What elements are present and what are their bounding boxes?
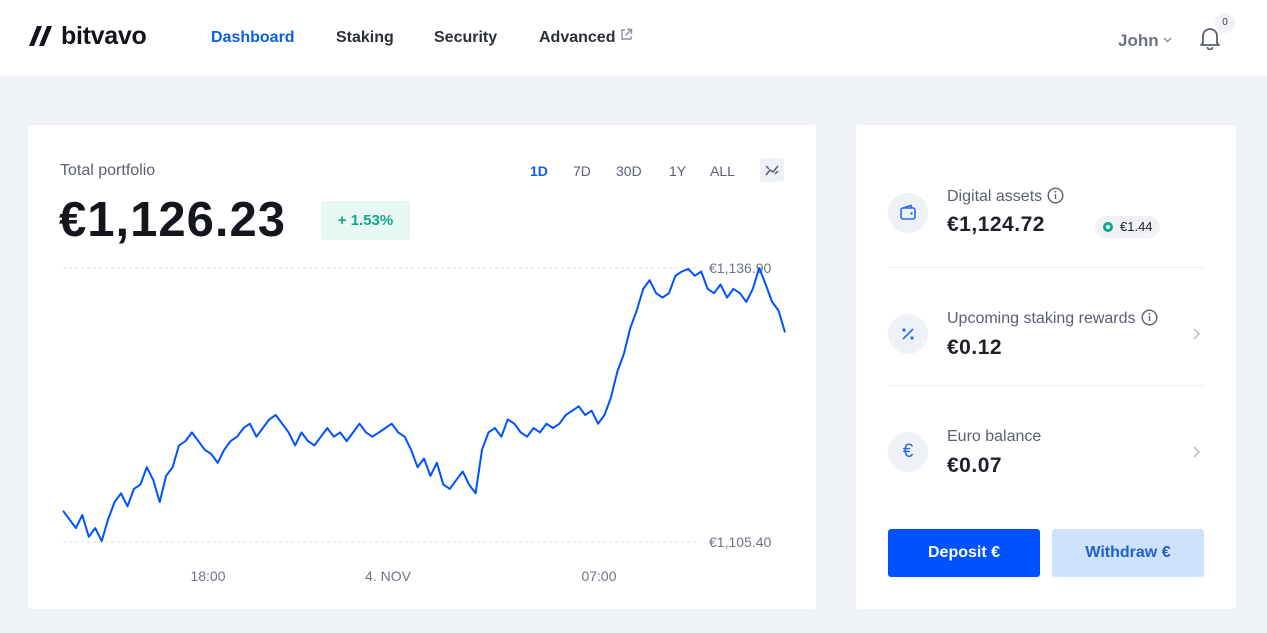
notification-count-badge: 0 bbox=[1215, 13, 1235, 33]
top-navigation-bar: bitvavo Dashboard Staking Security Advan… bbox=[0, 0, 1267, 76]
euro-icon-wrap: € bbox=[888, 432, 928, 472]
portfolio-change-badge: + 1.53% bbox=[321, 201, 410, 240]
range-30d[interactable]: 30D bbox=[616, 163, 642, 179]
user-name: John bbox=[1118, 31, 1159, 50]
digital-assets-value: €1,124.72 bbox=[947, 213, 1045, 236]
percent-icon bbox=[902, 328, 914, 340]
deposit-button[interactable]: Deposit € bbox=[888, 529, 1040, 577]
brand-name: bitvavo bbox=[61, 22, 147, 50]
info-icon[interactable] bbox=[1141, 309, 1158, 326]
chevron-down-icon bbox=[1163, 37, 1172, 43]
staked-amount-badge: €1.44 bbox=[1095, 216, 1160, 238]
staking-rewards-label-text: Upcoming staking rewards bbox=[947, 310, 1136, 327]
user-menu[interactable]: John bbox=[1118, 31, 1172, 51]
staking-dot-icon bbox=[1103, 222, 1113, 232]
digital-assets-label-text: Digital assets bbox=[947, 188, 1043, 205]
portfolio-label: Total portfolio bbox=[60, 162, 156, 179]
range-7d[interactable]: 7D bbox=[573, 163, 591, 179]
time-range-selector: 1D 7D 30D 1Y ALL bbox=[28, 162, 816, 182]
withdraw-button[interactable]: Withdraw € bbox=[1052, 529, 1204, 577]
bell-icon[interactable] bbox=[1199, 26, 1221, 50]
digital-assets-label: Digital assets bbox=[947, 187, 1064, 207]
external-link-icon bbox=[621, 28, 633, 40]
nav-dashboard[interactable]: Dashboard bbox=[211, 29, 295, 46]
bitvavo-logo[interactable]: bitvavo bbox=[29, 22, 147, 50]
nav-advanced-label: Advanced bbox=[539, 29, 616, 46]
divider bbox=[888, 385, 1204, 386]
chart-toggle-button[interactable] bbox=[760, 158, 784, 182]
euro-balance-value: €0.07 bbox=[947, 454, 1003, 477]
range-1d[interactable]: 1D bbox=[530, 163, 548, 179]
x-tick-label: 18:00 bbox=[190, 568, 225, 584]
percent-icon-wrap bbox=[888, 314, 928, 354]
y-high-label: €1,136.90 bbox=[709, 260, 771, 276]
x-tick-label: 4. NOV bbox=[365, 568, 412, 584]
nav-staking[interactable]: Staking bbox=[336, 29, 394, 46]
wallet-icon bbox=[900, 204, 916, 220]
chevron-right-icon[interactable] bbox=[1192, 328, 1200, 340]
range-1y[interactable]: 1Y bbox=[669, 163, 687, 179]
staked-amount-value: €1.44 bbox=[1120, 219, 1153, 234]
wallet-icon-wrap bbox=[888, 193, 928, 233]
info-icon[interactable] bbox=[1047, 187, 1064, 204]
balances-card: Digital assets €1,124.72 €1.44 Upcoming … bbox=[856, 125, 1236, 609]
bitvavo-mark-icon bbox=[29, 26, 52, 46]
nav-advanced[interactable]: Advanced bbox=[539, 28, 633, 48]
staking-rewards-value: €0.12 bbox=[947, 336, 1003, 359]
portfolio-series-line bbox=[62, 267, 786, 543]
divider bbox=[888, 267, 1204, 268]
portfolio-value: €1,126.23 bbox=[59, 193, 286, 247]
chart-toggle-icon bbox=[765, 165, 779, 176]
portfolio-line-chart: €1,136.90 €1,105.40 18:00 4. NOV 07:00 bbox=[62, 260, 786, 584]
nav-security[interactable]: Security bbox=[434, 29, 498, 46]
range-all[interactable]: ALL bbox=[710, 163, 735, 179]
euro-balance-label: Euro balance bbox=[947, 428, 1042, 445]
x-tick-label: 07:00 bbox=[581, 568, 616, 584]
staking-rewards-label: Upcoming staking rewards bbox=[947, 309, 1158, 329]
portfolio-card: Total portfolio €1,126.23 + 1.53% 1D 7D … bbox=[28, 125, 816, 609]
chevron-right-icon[interactable] bbox=[1192, 446, 1200, 458]
y-low-label: €1,105.40 bbox=[709, 534, 771, 550]
euro-icon: € bbox=[902, 441, 914, 462]
